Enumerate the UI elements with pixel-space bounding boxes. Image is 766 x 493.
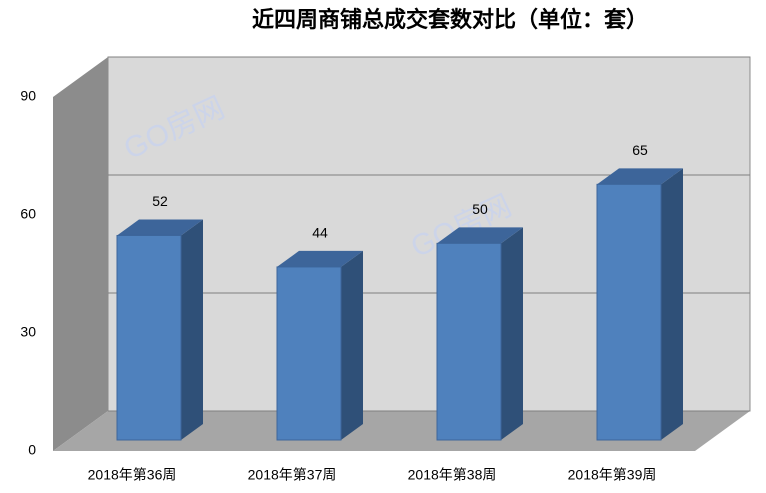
x-tick-label: 2018年第38周 [408, 467, 497, 483]
data-label: 52 [152, 193, 168, 209]
data-label: 44 [312, 225, 328, 241]
bar-side [341, 250, 363, 440]
bar-top [277, 250, 363, 267]
floor [53, 411, 750, 451]
x-tick-label: 2018年第37周 [248, 467, 337, 483]
x-tick-label: 2018年第39周 [568, 467, 657, 483]
bar [436, 242, 502, 441]
y-tick-label: 30 [20, 324, 36, 340]
bar-top [597, 168, 683, 185]
side-wall [53, 57, 108, 451]
x-tick-label: 2018年第36周 [88, 467, 177, 483]
chart-title: 近四周商铺总成交套数对比（单位：套） [252, 7, 648, 32]
data-label: 65 [632, 142, 648, 158]
bar-side [501, 227, 523, 440]
y-tick-label: 90 [20, 88, 36, 104]
data-label: 50 [472, 201, 488, 217]
y-tick-label: 60 [20, 206, 36, 222]
bar-top [117, 219, 203, 236]
bar-side [181, 219, 203, 440]
bar [596, 183, 662, 441]
bar-top [437, 227, 523, 244]
bar [276, 266, 342, 441]
bar [116, 234, 182, 441]
bar-side [661, 168, 683, 441]
y-tick-label: 0 [28, 442, 36, 458]
